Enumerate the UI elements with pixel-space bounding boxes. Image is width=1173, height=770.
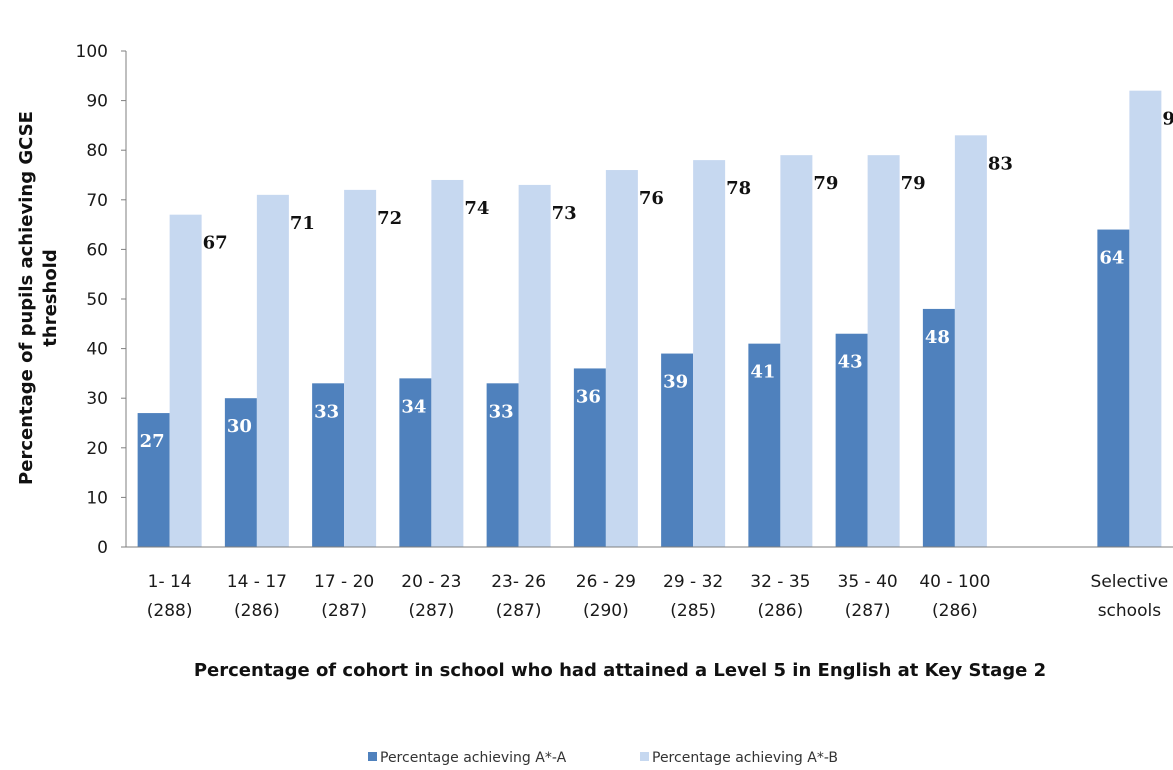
bar-a-star-b [1129, 90, 1162, 548]
bar-a-star-b [169, 214, 202, 547]
bar-a-star-b [780, 155, 813, 547]
x-category-label: 20 - 23 [401, 572, 461, 592]
data-label-a-star-a: 43 [838, 352, 863, 373]
y-tick-label: 100 [76, 42, 108, 62]
bar-series [137, 90, 1162, 548]
bar-a-star-b [605, 170, 638, 548]
data-label-a-star-b: 92 [1162, 109, 1173, 130]
data-labels: 27 30 33 34 33 36 39 41 43 48 64 67 71 72 74 73 76 78 79 79… [140, 109, 1173, 452]
x-category-label: 26 - 29 [576, 572, 636, 592]
y-tick-label: 90 [86, 92, 108, 112]
x-category-label: (290) [583, 601, 629, 621]
y-tick-label: 20 [86, 439, 108, 459]
bar-a-star-a [661, 353, 694, 547]
bar-a-star-b [344, 189, 377, 547]
y-tick-label: 40 [86, 340, 108, 360]
bar-a-star-b [518, 184, 551, 548]
data-label-a-star-b: 71 [290, 213, 315, 234]
data-label-a-star-a: 33 [314, 401, 339, 422]
bar-a-star-a [137, 413, 170, 547]
x-category-label: 14 - 17 [227, 572, 287, 592]
y-tick-label: 0 [97, 538, 108, 558]
data-label-a-star-b: 72 [377, 208, 402, 229]
data-label-a-star-b: 73 [552, 203, 577, 224]
data-label-a-star-a: 30 [227, 416, 252, 437]
data-label-a-star-b: 74 [464, 198, 489, 219]
x-category-label: 40 - 100 [919, 572, 990, 592]
data-label-a-star-b: 78 [726, 178, 751, 199]
legend-swatch [368, 752, 377, 761]
data-label-a-star-a: 34 [401, 396, 426, 417]
x-category-label: (287) [409, 601, 455, 621]
data-label-a-star-a: 27 [140, 431, 165, 452]
data-label-a-star-a: 39 [663, 372, 688, 393]
data-label-a-star-a: 33 [489, 401, 514, 422]
data-label-a-star-a: 48 [925, 327, 950, 348]
legend-swatch [640, 752, 649, 761]
y-axis-title: Percentage of pupils achieving GCSE thre… [16, 111, 61, 485]
x-category-label: 17 - 20 [314, 572, 374, 592]
bar-a-star-a [573, 368, 606, 547]
x-category-label: schools [1098, 601, 1162, 621]
y-tick-label: 80 [86, 141, 108, 161]
x-axis-categories: 1- 14 (288) 14 - 17 (286) 17 - 20 (287) 20 - 2… [147, 572, 1168, 621]
bar-a-star-b [693, 160, 726, 547]
x-category-label: (287) [845, 601, 891, 621]
bar-a-star-a [399, 378, 432, 547]
x-category-label: 29 - 32 [663, 572, 723, 592]
bar-a-star-a [835, 333, 868, 547]
bar-a-star-a [224, 398, 257, 547]
bar-a-star-a [486, 383, 519, 547]
bar-a-star-a [748, 343, 781, 547]
bar-a-star-b [867, 155, 900, 547]
bar-a-star-b [954, 135, 987, 547]
x-category-label: (285) [670, 601, 716, 621]
x-category-label: 32 - 35 [750, 572, 810, 592]
bar-a-star-a [1097, 229, 1130, 547]
y-axis-title-line2: threshold [40, 249, 61, 346]
legend-label: Percentage achieving A*-B [652, 750, 838, 766]
y-axis-title-line1: Percentage of pupils achieving GCSE [16, 111, 37, 485]
x-category-label: (286) [234, 601, 280, 621]
x-category-label: (287) [496, 601, 542, 621]
x-axis-title: Percentage of cohort in school who had a… [194, 660, 1046, 681]
axes [125, 51, 1173, 548]
bar-a-star-a [312, 383, 345, 547]
x-category-label: 23- 26 [491, 572, 546, 592]
y-tick-label: 60 [86, 240, 108, 260]
y-tick-label: 10 [86, 488, 108, 508]
data-label-a-star-a: 36 [576, 386, 601, 407]
x-category-label: (286) [932, 601, 978, 621]
data-label-a-star-b: 83 [988, 153, 1013, 174]
y-tick-label: 30 [86, 389, 108, 409]
x-category-label: Selective [1091, 572, 1169, 592]
legend: Percentage achieving A*-A Percentage achi… [368, 750, 838, 766]
y-axis-ticks: 0 10 20 30 40 50 60 70 80 90 100 [76, 42, 126, 558]
y-tick-label: 70 [86, 191, 108, 211]
x-category-label: (287) [321, 601, 367, 621]
bar-a-star-b [431, 179, 464, 547]
data-label-a-star-a: 41 [750, 362, 775, 383]
data-label-a-star-b: 67 [203, 233, 228, 254]
legend-label: Percentage achieving A*-A [380, 750, 567, 766]
bar-a-star-b [256, 194, 289, 547]
data-label-a-star-a: 64 [1099, 248, 1124, 269]
data-label-a-star-b: 79 [901, 173, 926, 194]
data-label-a-star-b: 76 [639, 188, 664, 209]
data-label-a-star-b: 79 [813, 173, 838, 194]
bar-a-star-a [922, 308, 955, 547]
x-category-label: (288) [147, 601, 193, 621]
y-tick-label: 50 [86, 290, 108, 310]
x-category-label: 35 - 40 [838, 572, 898, 592]
x-category-label: (286) [758, 601, 804, 621]
x-category-label: 1- 14 [148, 572, 192, 592]
